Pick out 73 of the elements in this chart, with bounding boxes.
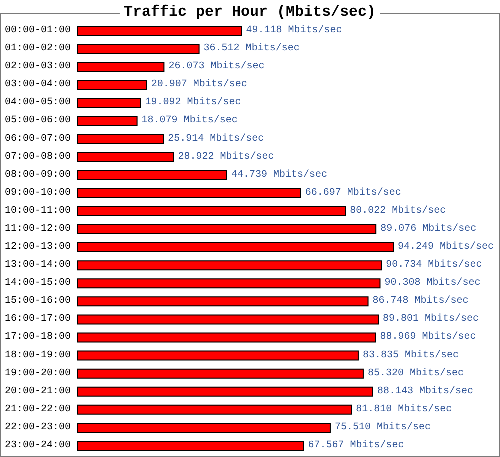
data-label: 75.510 Mbits/sec: [334, 421, 431, 434]
data-label: 26.073 Mbits/sec: [168, 60, 265, 73]
y-tick-label: 04:00-05:00: [4, 98, 71, 109]
bar: [77, 134, 164, 144]
data-label: 20.907 Mbits/sec: [151, 78, 248, 91]
bar: [77, 206, 346, 216]
y-tick-label: 10:00-11:00: [4, 206, 71, 217]
data-label: 90.308 Mbits/sec: [384, 277, 481, 290]
y-tick-label: 00:00-01:00: [4, 26, 71, 37]
bar: [77, 296, 369, 307]
bar: [77, 62, 165, 72]
y-tick-label: 09:00-10:00: [4, 188, 71, 199]
bar: [77, 386, 374, 397]
data-label: 88.143 Mbits/sec: [377, 385, 474, 398]
data-label: 36.512 Mbits/sec: [204, 42, 300, 55]
data-label: 89.801 Mbits/sec: [383, 313, 480, 326]
y-tick-label: 03:00-04:00: [4, 80, 71, 91]
bar: [77, 242, 394, 253]
bar: [77, 116, 138, 126]
data-label: 88.969 Mbits/sec: [380, 331, 476, 344]
data-label: 18.079 Mbits/sec: [142, 114, 238, 127]
data-label: 67.567 Mbits/sec: [308, 439, 404, 452]
data-label: 83.835 Mbits/sec: [362, 349, 459, 362]
data-label: 86.748 Mbits/sec: [372, 295, 469, 308]
y-tick-label: 22:00-23:00: [4, 422, 71, 434]
bar: [77, 332, 376, 343]
bar: [77, 80, 148, 90]
data-label: 90.734 Mbits/sec: [386, 259, 482, 272]
y-tick-label: 13:00-14:00: [4, 260, 71, 272]
bar: [77, 224, 377, 234]
bar: [77, 422, 331, 433]
data-label: 25.914 Mbits/sec: [168, 132, 264, 145]
bar: [77, 26, 242, 36]
bar: [77, 152, 174, 162]
y-tick-label: 14:00-15:00: [4, 278, 71, 290]
data-label: 94.249 Mbits/sec: [398, 241, 494, 254]
y-tick-label: 12:00-13:00: [4, 242, 71, 254]
bar: [77, 44, 200, 54]
y-tick-label: 08:00-09:00: [4, 170, 71, 181]
y-tick-label: 17:00-18:00: [4, 332, 71, 344]
bar: [77, 278, 381, 289]
bar: [77, 188, 302, 198]
y-tick-label: 07:00-08:00: [4, 152, 71, 163]
y-tick-label: 20:00-21:00: [4, 386, 71, 398]
data-label: 85.320 Mbits/sec: [368, 367, 464, 380]
bar: [77, 170, 228, 180]
y-tick-label: 02:00-03:00: [4, 62, 71, 73]
bar: [77, 314, 380, 325]
y-tick-label: 19:00-20:00: [4, 368, 71, 380]
y-tick-label: 11:00-12:00: [4, 224, 71, 235]
bar: [77, 404, 352, 415]
y-tick-label: 05:00-06:00: [4, 116, 71, 127]
data-label: 66.697 Mbits/sec: [305, 186, 402, 199]
bar: [77, 260, 382, 271]
data-label: 49.118 Mbits/sec: [246, 24, 342, 37]
data-label: 19.092 Mbits/sec: [145, 96, 242, 109]
data-label: 44.739 Mbits/sec: [231, 168, 328, 181]
y-tick-label: 01:00-02:00: [4, 44, 71, 55]
y-tick-label: 06:00-07:00: [4, 134, 71, 145]
y-tick-label: 15:00-16:00: [4, 296, 71, 308]
data-label: 80.022 Mbits/sec: [350, 204, 446, 217]
chart-title: Traffic per Hour (Mbits/sec): [124, 4, 376, 21]
bar: [77, 368, 364, 379]
bar: [77, 98, 142, 108]
y-tick-label: 18:00-19:00: [4, 350, 71, 362]
y-tick-label: 21:00-22:00: [4, 404, 71, 416]
y-tick-label: 16:00-17:00: [4, 314, 71, 326]
data-label: 89.076 Mbits/sec: [380, 222, 477, 235]
data-label: 28.922 Mbits/sec: [178, 150, 274, 163]
bar: [77, 440, 304, 451]
y-tick-label: 23:00-24:00: [4, 440, 71, 452]
data-label: 81.810 Mbits/sec: [356, 403, 452, 416]
bar: [77, 350, 359, 361]
